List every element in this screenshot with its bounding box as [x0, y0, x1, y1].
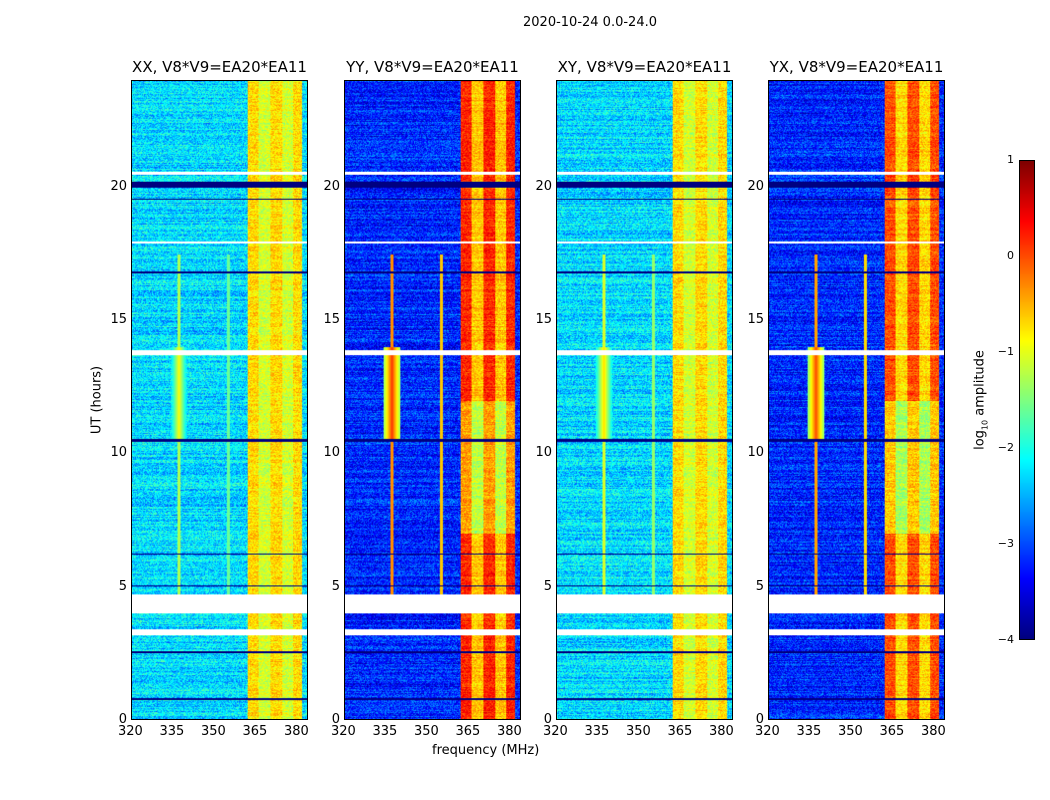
colorbar-tick-label: 0	[1007, 249, 1014, 262]
x-tick-label: 365	[455, 724, 481, 739]
y-tick-label: 5	[543, 578, 552, 594]
colorbar-tick-label: −4	[997, 633, 1014, 646]
y-tick-label: 5	[755, 578, 764, 594]
x-axis-label: frequency (MHz)	[432, 743, 540, 758]
y-tick-label: 20	[110, 178, 127, 194]
x-tick-label: 380	[283, 724, 309, 739]
colorbar-tick-label: −3	[997, 537, 1014, 550]
x-tick-label: 350	[200, 724, 226, 739]
y-tick-label: 15	[747, 312, 764, 327]
y-tick-label: 5	[118, 578, 127, 594]
x-tick-label: 380	[708, 724, 734, 739]
x-tick-label: 320	[755, 724, 780, 739]
y-tick-label: 20	[747, 178, 764, 194]
colorbar-tick-label: −2	[997, 441, 1014, 454]
spectrogram-image	[557, 81, 732, 719]
x-tick-label: 320	[331, 724, 356, 739]
y-tick-label: 0	[331, 712, 340, 727]
x-tick-label: 335	[372, 724, 398, 739]
y-tick-label: 15	[323, 312, 340, 327]
y-tick-label: 0	[543, 712, 552, 727]
spectrogram-image	[345, 81, 520, 719]
y-tick-label: 5	[331, 578, 340, 594]
y-tick-label: 0	[755, 712, 764, 727]
y-tick-label: 10	[747, 445, 764, 461]
panel-title: XY, V8*V9=EA20*EA11	[557, 58, 732, 76]
colorbar	[1019, 160, 1035, 640]
x-tick-label: 320	[543, 724, 568, 739]
x-tick-label: 350	[625, 724, 651, 739]
y-tick-label: 20	[535, 178, 552, 194]
x-tick-label: 335	[796, 724, 822, 739]
x-tick-label: 350	[413, 724, 439, 739]
panel-title: XX, V8*V9=EA20*EA11	[132, 58, 307, 76]
x-tick-label: 380	[920, 724, 946, 739]
y-tick-label: 10	[535, 445, 552, 461]
colorbar-label: log10 amplitude	[972, 350, 990, 450]
x-tick-label: 365	[667, 724, 693, 739]
y-tick-label: 15	[110, 312, 127, 327]
x-tick-label: 365	[242, 724, 268, 739]
y-tick-label: 15	[535, 312, 552, 327]
spectrogram-panel	[131, 80, 308, 720]
y-tick-label: 20	[323, 178, 340, 194]
figure-title: 2020-10-24 0.0-24.0	[523, 15, 657, 30]
spectrogram-image	[769, 81, 944, 719]
spectrogram-image	[132, 81, 307, 719]
x-tick-label: 380	[496, 724, 522, 739]
x-tick-label: 335	[584, 724, 610, 739]
colorbar-tick-label: 1	[1007, 153, 1014, 166]
y-axis-label: UT (hours)	[89, 365, 105, 435]
spectrogram-panel	[768, 80, 945, 720]
panel-title: YY, V8*V9=EA20*EA11	[346, 58, 519, 76]
x-tick-label: 320	[118, 724, 143, 739]
y-tick-label: 0	[118, 712, 127, 727]
x-tick-label: 365	[879, 724, 905, 739]
x-tick-label: 335	[159, 724, 185, 739]
y-tick-label: 10	[110, 445, 127, 461]
colorbar-tick-label: −1	[997, 345, 1014, 358]
spectrogram-panel	[344, 80, 521, 720]
spectrogram-panel	[556, 80, 733, 720]
panel-title: YX, V8*V9=EA20*EA11	[769, 58, 944, 76]
y-tick-label: 10	[323, 445, 340, 461]
x-tick-label: 350	[837, 724, 863, 739]
